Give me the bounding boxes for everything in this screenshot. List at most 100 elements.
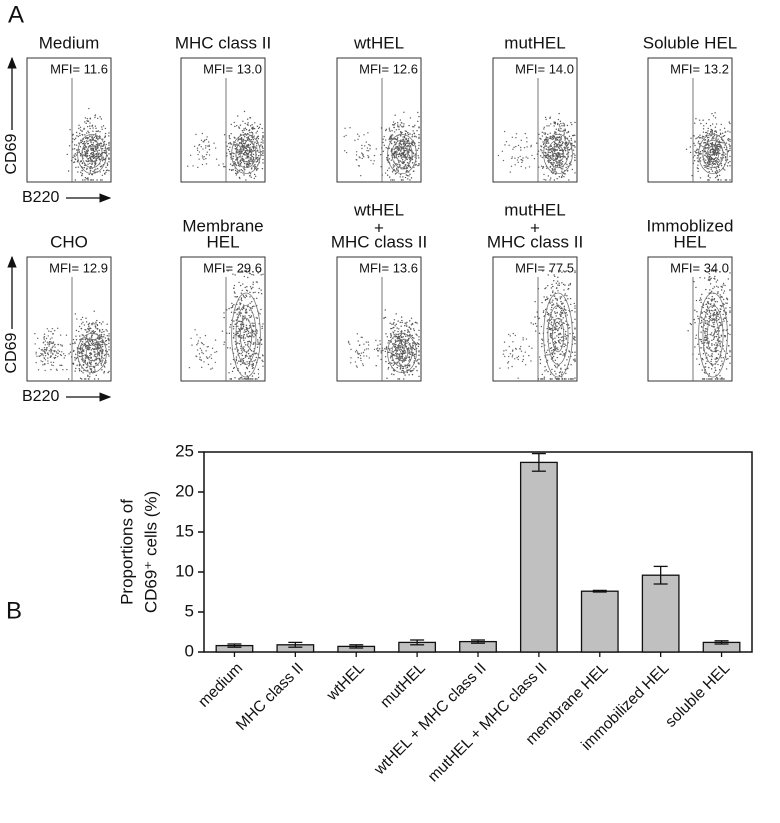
event-dot (540, 155, 541, 156)
event-dot (231, 303, 232, 304)
event-dot (547, 320, 548, 321)
event-dot (538, 134, 539, 135)
event-dot (409, 320, 410, 321)
event-dot (253, 157, 254, 158)
event-dot (234, 296, 235, 297)
flow-plot (648, 58, 732, 182)
event-dot (562, 372, 563, 373)
event-dot (715, 142, 716, 143)
event-dot (108, 157, 109, 158)
event-dot (84, 128, 85, 129)
event-dot (88, 143, 89, 144)
event-dot (695, 138, 696, 139)
event-dot (262, 162, 263, 163)
event-dot (549, 328, 550, 329)
event-dot (569, 333, 570, 334)
event-dot (242, 355, 243, 356)
event-dot (713, 115, 714, 116)
event-dot (557, 357, 558, 358)
event-dot (407, 145, 408, 146)
event-dot (73, 339, 74, 340)
event-dot (694, 346, 695, 347)
event-dot (54, 330, 55, 331)
event-dot (565, 338, 566, 339)
event-dot (81, 328, 82, 329)
event-dot (708, 119, 709, 120)
event-dot (252, 375, 253, 376)
event-dot (564, 306, 565, 307)
event-dot (388, 340, 389, 341)
event-dot (562, 153, 563, 154)
event-dot (721, 158, 722, 159)
event-dot (729, 312, 730, 313)
event-dot (262, 354, 263, 355)
event-dot (44, 364, 45, 365)
event-dot (385, 139, 386, 140)
event-dot (103, 336, 104, 337)
event-dot (508, 145, 509, 146)
event-dot (512, 156, 513, 157)
event-dot (206, 163, 207, 164)
event-dot (409, 331, 410, 332)
event-dot (402, 340, 403, 341)
event-dot (712, 299, 713, 300)
event-dot (198, 158, 199, 159)
bar (642, 575, 679, 652)
mfi-label: MFI= 13.0 (203, 61, 262, 76)
event-dot (252, 284, 253, 285)
event-dot (258, 369, 259, 370)
event-dot (506, 141, 507, 142)
event-dot (98, 150, 99, 151)
event-dot (574, 308, 575, 309)
event-dot (719, 160, 720, 161)
event-dot (394, 157, 395, 158)
event-dot (708, 128, 709, 129)
event-dot (703, 136, 704, 137)
event-dot (108, 346, 109, 347)
event-dot (104, 355, 105, 356)
event-dot (710, 125, 711, 126)
event-dot (564, 295, 565, 296)
event-dot (237, 157, 238, 158)
event-dot (52, 354, 53, 355)
event-dot (715, 330, 716, 331)
event-dot (417, 165, 418, 166)
event-dot (711, 325, 712, 326)
event-dot (564, 139, 565, 140)
event-dot (728, 140, 729, 141)
event-dot (559, 165, 560, 166)
event-dot (405, 154, 406, 155)
event-dot (242, 170, 243, 171)
event-dot (709, 378, 710, 379)
plot-title: CHO (50, 232, 88, 251)
event-dot (397, 146, 398, 147)
event-dot (708, 303, 709, 304)
event-dot (414, 356, 415, 357)
event-dot (240, 163, 241, 164)
event-dot (564, 307, 565, 308)
event-dot (212, 348, 213, 349)
event-dot (75, 153, 76, 154)
event-dot (713, 319, 714, 320)
event-dot (713, 313, 714, 314)
event-dot (200, 359, 201, 360)
event-dot (409, 133, 410, 134)
event-dot (190, 155, 191, 156)
event-dot (544, 378, 545, 379)
event-dot (701, 326, 702, 327)
event-dot (81, 378, 82, 379)
event-dot (716, 132, 717, 133)
event-dot (543, 143, 544, 144)
event-dot (240, 348, 241, 349)
event-dot (68, 170, 69, 171)
event-dot (728, 345, 729, 346)
event-dot (704, 167, 705, 168)
event-dot (238, 331, 239, 332)
event-dot (528, 355, 529, 356)
event-dot (85, 329, 86, 330)
event-dot (540, 359, 541, 360)
event-dot (200, 348, 201, 349)
event-dot (719, 343, 720, 344)
event-dot (253, 323, 254, 324)
event-dot (85, 347, 86, 348)
